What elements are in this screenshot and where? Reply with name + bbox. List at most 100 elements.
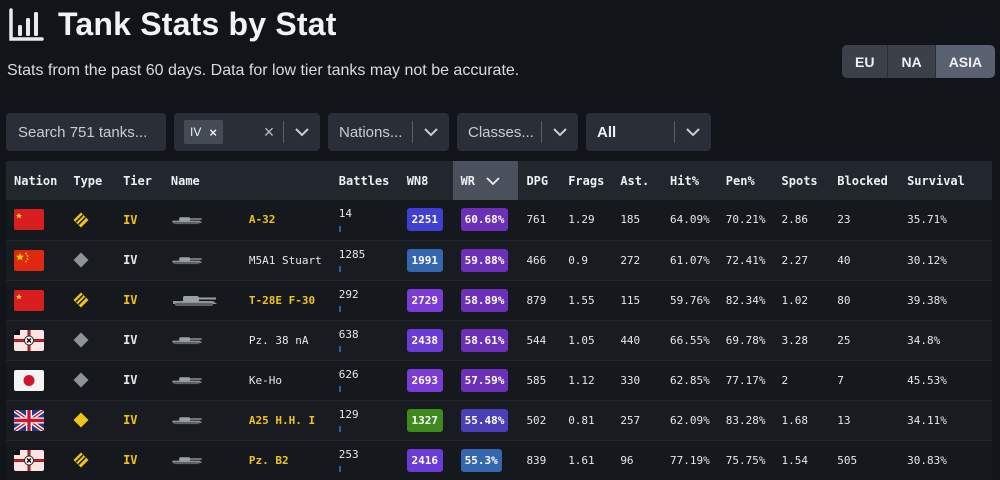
spots-cell: 2.27 [773,240,830,281]
battles-cell: 626 [330,360,399,401]
col-type[interactable]: Type [65,161,116,200]
japan-flag-icon [14,369,44,391]
germany-flag-icon [14,329,44,351]
ussr-flag-icon [14,289,44,311]
name-cell[interactable]: T-28E F-30 [162,280,331,321]
battles-cell: 638 [330,320,399,361]
type-select[interactable]: All [586,113,711,151]
wn8-badge: 1991 [406,248,443,272]
light-tank-class-icon [73,412,107,428]
clear-icon[interactable]: × [263,121,275,142]
chevron-down-icon[interactable] [413,127,449,137]
ast-cell: 440 [612,320,663,361]
name-cell[interactable]: M5A1 Stuart [162,240,331,281]
table-row[interactable]: IV T-28E F-30 292 2729 58.89% 879 1.55 115 59.76… [6,280,992,321]
name-cell[interactable]: A25 H.H. I [162,400,331,441]
table-row[interactable]: IV Pz. B2 253 2416 55.3% 839 1.61 96 77.19% 75.75… [6,440,992,480]
col-frags[interactable]: Frags [560,161,613,200]
type-cell [65,320,116,361]
nation-cell [6,440,66,480]
table-row[interactable]: IV M5A1 Stuart 1285 1991 59.88% 466 0.9 272 61.0… [6,240,992,281]
col-pen[interactable]: Pen% [717,161,774,200]
wn8-cell: 2251 [398,200,453,241]
medium-tank-class-icon [73,452,107,468]
battles-value: 14 [338,207,353,221]
col-hit[interactable]: Hit% [662,161,718,200]
table-row[interactable]: IV A-32 14 2251 60.68% 761 1.29 185 64.09% 70.21%… [6,200,992,241]
blocked-cell: 23 [829,200,900,241]
dpg-cell: 839 [518,440,561,480]
battles-bar [338,305,341,312]
name-cell[interactable]: Pz. B2 [162,440,331,480]
tank-icon [171,253,249,267]
tank-name[interactable]: Pz. B2 [248,453,289,467]
col-blocked[interactable]: Blocked [829,161,900,200]
wr-cell: 55.3% [452,440,519,480]
tier-cell: IV [115,440,163,480]
page-title: Tank Stats by Stat [58,6,337,42]
chevron-down-icon[interactable] [542,127,578,137]
ast-cell: 257 [612,400,663,441]
wn8-badge: 2416 [406,448,443,472]
region-asia-button[interactable]: ASIA [935,45,996,78]
nation-cell [6,280,66,321]
frags-cell: 1.29 [560,200,613,241]
tier-cell: IV [115,400,163,441]
region-na-button[interactable]: NA [888,45,936,78]
filter-bar: Search 751 tanks... IV × × Nations... Cl… [6,113,711,151]
frags-cell: 0.9 [560,240,613,281]
tank-name[interactable]: M5A1 Stuart [248,253,322,267]
table-row[interactable]: IV A25 H.H. I 129 1327 55.48% 502 0.81 257 62.09… [6,400,992,441]
name-cell[interactable]: Ke-Ho [162,360,331,401]
battles-value: 638 [338,327,359,341]
nations-select[interactable]: Nations... [328,113,449,151]
name-cell[interactable]: A-32 [162,200,331,241]
dpg-cell: 879 [518,280,561,321]
name-cell[interactable]: Pz. 38 nA [162,320,331,361]
spots-cell: 1.54 [773,440,830,480]
battles-value: 292 [338,287,359,301]
col-nation[interactable]: Nation [6,161,66,200]
wr-badge: 57.59% [460,368,509,392]
col-wr[interactable]: WR [452,161,519,200]
spots-cell: 3.28 [773,320,830,361]
blocked-cell: 13 [829,400,900,441]
wn8-badge: 2438 [406,328,443,352]
col-ast[interactable]: Ast. [612,161,663,200]
tank-name[interactable]: A25 H.H. I [248,413,316,427]
tank-name[interactable]: T-28E F-30 [248,293,316,307]
table-row[interactable]: IV Pz. 38 nA 638 2438 58.61% 544 1.05 440 66.55%… [6,320,992,361]
wr-badge: 60.68% [460,208,509,232]
tank-name[interactable]: A-32 [248,213,276,227]
classes-select[interactable]: Classes... [457,113,578,151]
col-spots[interactable]: Spots [773,161,830,200]
chevron-down-icon[interactable] [675,127,711,137]
col-wn8[interactable]: WN8 [398,161,453,200]
search-input[interactable]: Search 751 tanks... [6,113,166,151]
tier-select[interactable]: IV × × [174,113,320,151]
tank-name[interactable]: Pz. 38 nA [248,333,309,347]
remove-chip-icon[interactable]: × [209,124,217,140]
tank-name[interactable]: Ke-Ho [248,373,282,387]
col-name[interactable]: Name [162,161,331,200]
tier-cell: IV [115,200,163,241]
region-eu-button[interactable]: EU [842,45,889,78]
wr-cell: 58.61% [452,320,519,361]
pen-cell: 72.41% [717,240,774,281]
chevron-down-icon[interactable] [284,127,320,137]
tier-cell: IV [115,280,163,321]
medium-tank-class-icon [73,292,107,308]
col-dpg[interactable]: DPG [518,161,561,200]
col-battles[interactable]: Battles [330,161,399,200]
pen-cell: 75.75% [717,440,774,480]
divider [674,121,675,143]
col-survival[interactable]: Survival [899,161,992,200]
tier-cell: IV [115,320,163,361]
dpg-cell: 761 [518,200,561,241]
battles-bar [338,465,341,472]
table-row[interactable]: IV Ke-Ho 626 2693 57.59% 585 1.12 330 62.85% 77.1… [6,360,992,401]
battles-cell: 292 [330,280,399,321]
dpg-cell: 466 [518,240,561,281]
blocked-cell: 25 [829,320,900,361]
col-tier[interactable]: Tier [115,161,163,200]
